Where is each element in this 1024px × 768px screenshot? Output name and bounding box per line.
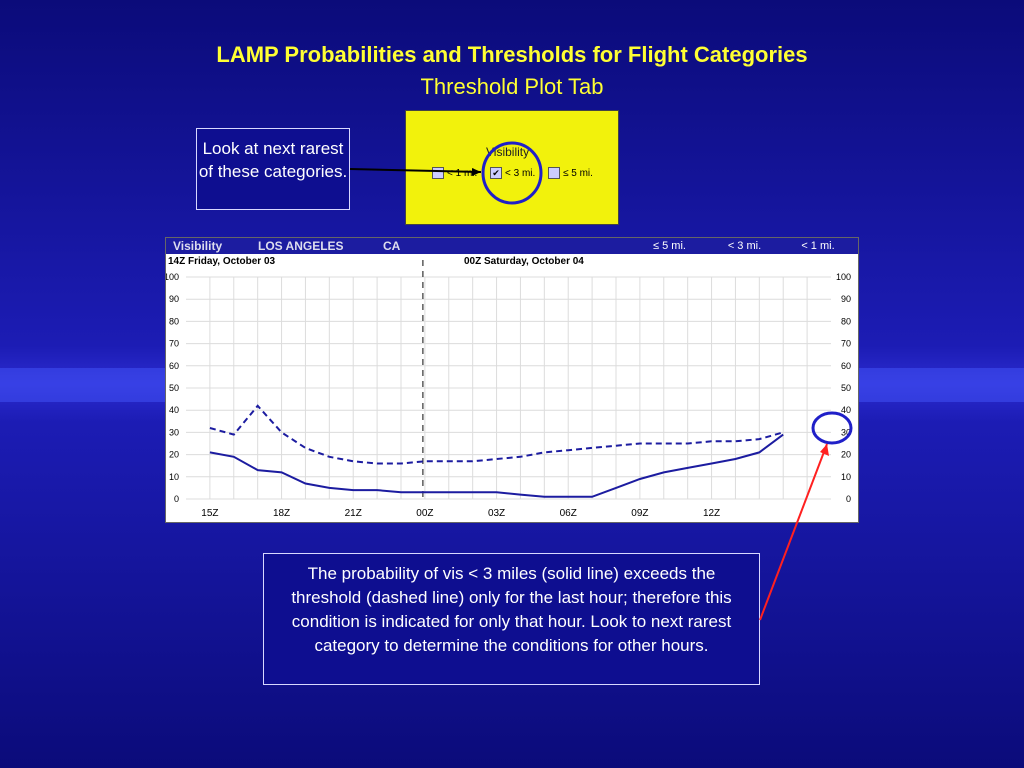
- x-tick-label: 06Z: [560, 508, 577, 519]
- callout-next-rarest: Look at next rarest of these categories.: [196, 128, 350, 210]
- checkbox-le5-label: ≤ 5 mi.: [563, 167, 593, 179]
- visibility-checkbox-panel: Visibility < 1 mi. ✔ < 3 mi. ≤ 5 mi.: [405, 110, 619, 225]
- y-tick-label-right: 40: [841, 405, 851, 415]
- probability-solid-line: [209, 433, 784, 498]
- threshold-dashed-line: [209, 404, 784, 465]
- y-tick-label-left: 90: [169, 294, 179, 304]
- callout-explanation: The probability of vis < 3 miles (solid …: [263, 553, 760, 685]
- chart-station-label: LOS ANGELES: [258, 239, 344, 253]
- date-label-left: 14Z Friday, October 03: [168, 256, 276, 267]
- y-tick-label-right: 90: [841, 294, 851, 304]
- chart-element-label: Visibility: [173, 239, 223, 253]
- y-tick-label-right: 70: [841, 339, 851, 349]
- y-tick-label-left: 80: [169, 316, 179, 326]
- threshold-plot: Visibility LOS ANGELES CA ≤ 5 mi. < 3 mi…: [165, 237, 859, 523]
- slide-title: LAMP Probabilities and Thresholds for Fl…: [216, 42, 808, 67]
- y-tick-label-left: 10: [169, 472, 179, 482]
- x-tick-label: 09Z: [631, 508, 648, 519]
- visibility-label: Visibility: [486, 145, 530, 159]
- checkbox-lt1-box[interactable]: [432, 167, 444, 179]
- y-tick-label-right: 60: [841, 361, 851, 371]
- slide-subtitle: Threshold Plot Tab: [420, 74, 604, 99]
- y-tick-label-right: 100: [836, 272, 851, 282]
- date-label-right: 00Z Saturday, October 04: [464, 256, 584, 267]
- chart-header-bar: Visibility LOS ANGELES CA ≤ 5 mi. < 3 mi…: [166, 238, 858, 254]
- checkbox-le5-box[interactable]: [548, 167, 560, 179]
- checkbox-le5[interactable]: ≤ 5 mi.: [548, 167, 593, 179]
- y-tick-label-left: 50: [169, 383, 179, 393]
- y-tick-label-left: 40: [169, 405, 179, 415]
- x-tick-label: 00Z: [416, 508, 433, 519]
- y-tick-label-right: 0: [846, 494, 851, 504]
- y-tick-label-right: 50: [841, 383, 851, 393]
- x-tick-label: 21Z: [345, 508, 362, 519]
- y-tick-label-left: 20: [169, 450, 179, 460]
- x-tick-label: 03Z: [488, 508, 505, 519]
- y-tick-label-right: 10: [841, 472, 851, 482]
- y-tick-label-right: 20: [841, 450, 851, 460]
- y-tick-label-left: 30: [169, 427, 179, 437]
- chart-state-label: CA: [383, 239, 401, 253]
- checkbox-lt1-label: < 1 mi.: [447, 167, 478, 179]
- legend-lt3[interactable]: < 3 mi.: [727, 240, 762, 252]
- y-tick-label-right: 30: [841, 427, 851, 437]
- legend-lt1[interactable]: < 1 mi.: [801, 240, 835, 252]
- checkbox-lt3[interactable]: ✔ < 3 mi.: [490, 167, 535, 179]
- legend-le5[interactable]: ≤ 5 mi.: [653, 240, 686, 252]
- y-tick-label-left: 100: [166, 272, 179, 282]
- x-tick-label: 12Z: [703, 508, 720, 519]
- checkbox-lt3-box[interactable]: ✔: [490, 167, 502, 179]
- y-tick-label-left: 0: [174, 494, 179, 504]
- y-tick-label-left: 70: [169, 339, 179, 349]
- x-tick-label: 18Z: [273, 508, 290, 519]
- chart-plot-area: 0 10 20 30 40 50 60 70 80 90 100 0 10 20 30 40 50 60 70 80…: [166, 256, 851, 519]
- checkbox-lt3-label: < 3 mi.: [505, 167, 536, 179]
- y-tick-label-left: 60: [169, 361, 179, 371]
- checkbox-lt1[interactable]: < 1 mi.: [432, 167, 477, 179]
- x-tick-label: 15Z: [201, 508, 218, 519]
- y-tick-label-right: 80: [841, 316, 851, 326]
